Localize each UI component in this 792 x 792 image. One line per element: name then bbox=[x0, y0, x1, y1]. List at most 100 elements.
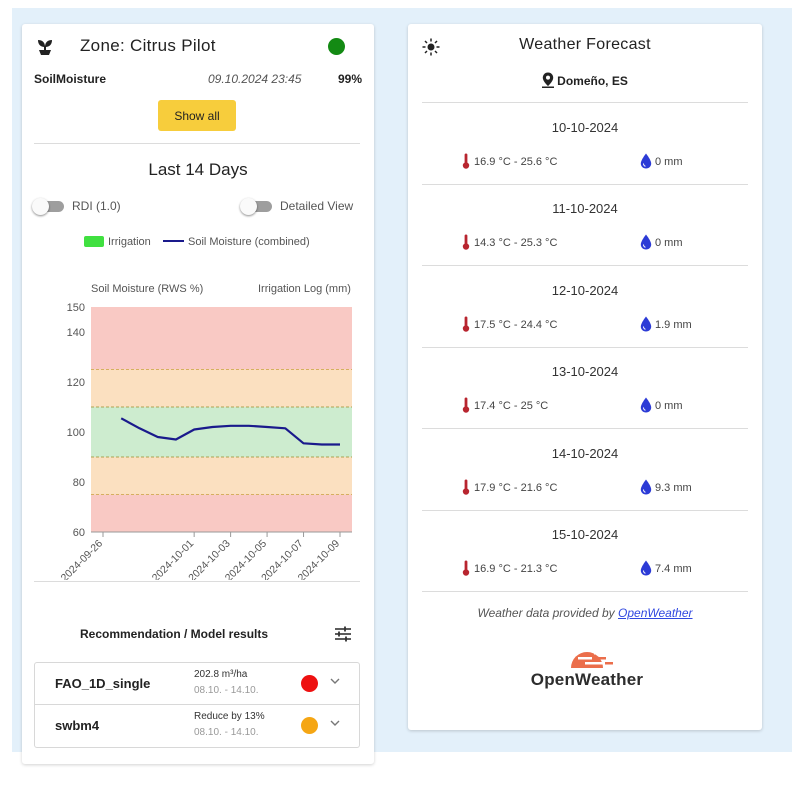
chart-legend: Irrigation Soil Moisture (combined) bbox=[84, 236, 310, 248]
location-pin-icon bbox=[542, 72, 555, 88]
raindrop-icon bbox=[640, 316, 652, 332]
divider bbox=[422, 184, 748, 185]
forecast-precipitation: 0 mm bbox=[640, 153, 683, 169]
forecast-day: 13-10-2024 17.4 °C - 25 °C 0 mm bbox=[422, 348, 748, 429]
threshold-band bbox=[91, 494, 352, 532]
model-name: swbm4 bbox=[55, 718, 100, 733]
forecast-date: 14-10-2024 bbox=[551, 446, 619, 461]
rdi-toggle[interactable]: RDI (1.0) bbox=[32, 196, 144, 216]
precipitation-amount: 7.4 mm bbox=[655, 563, 692, 575]
toggle-track bbox=[242, 201, 272, 212]
divider bbox=[422, 510, 748, 511]
temperature-range: 14.3 °C - 25.3 °C bbox=[474, 237, 558, 249]
y-tick-label: 120 bbox=[67, 377, 85, 389]
forecast-date: 13-10-2024 bbox=[551, 364, 619, 379]
openweather-logo: OpenWeather bbox=[526, 640, 656, 696]
recommendation-row[interactable]: FAO_1D_single 202.8 m³/ha 08.10. - 14.10… bbox=[35, 663, 359, 705]
y-tick-label: 140 bbox=[67, 327, 85, 339]
detailed-view-toggle[interactable]: Detailed View bbox=[240, 196, 372, 216]
y-tick-label: 100 bbox=[67, 427, 85, 439]
divider bbox=[422, 428, 748, 429]
recommendation-row[interactable]: swbm4 Reduce by 13% 08.10. - 14.10. bbox=[35, 705, 359, 747]
weather-location: Domeño, ES bbox=[408, 72, 762, 88]
forecast-date: 11-10-2024 bbox=[552, 201, 618, 216]
model-value: Reduce by 13% bbox=[194, 711, 265, 722]
y-axis-ticks: 60 80 100 120 140 150 bbox=[67, 302, 85, 539]
openweather-link[interactable]: OpenWeather bbox=[618, 606, 693, 620]
divider bbox=[34, 143, 360, 144]
zone-title: Zone: Citrus Pilot bbox=[80, 36, 216, 55]
recommendation-title: Recommendation / Model results bbox=[80, 627, 269, 641]
thermometer-icon bbox=[462, 234, 470, 250]
forecast-precipitation: 0 mm bbox=[640, 397, 683, 413]
raindrop-icon bbox=[640, 397, 652, 413]
model-value: 202.8 m³/ha bbox=[194, 669, 248, 680]
model-dates: 08.10. - 14.10. bbox=[194, 685, 259, 696]
legend-irrigation-label[interactable]: Irrigation bbox=[108, 236, 151, 248]
forecast-day: 12-10-2024 17.5 °C - 24.4 °C 1.9 mm bbox=[422, 267, 748, 348]
y-axis-right-label: Irrigation Log (mm) bbox=[258, 283, 351, 295]
thermometer-icon bbox=[462, 316, 470, 332]
temperature-range: 16.9 °C - 25.6 °C bbox=[474, 156, 558, 168]
model-status-dot bbox=[301, 675, 318, 692]
precipitation-amount: 0 mm bbox=[655, 400, 683, 412]
forecast-temperature: 17.4 °C - 25 °C bbox=[462, 397, 548, 413]
zone-status-indicator bbox=[328, 38, 345, 55]
legend-irrigation-swatch[interactable] bbox=[84, 236, 104, 247]
y-tick-label: 60 bbox=[73, 527, 85, 539]
model-dates: 08.10. - 14.10. bbox=[194, 727, 259, 738]
forecast-day: 11-10-2024 14.3 °C - 25.3 °C 0 mm bbox=[422, 185, 748, 266]
temperature-range: 17.5 °C - 24.4 °C bbox=[474, 319, 558, 331]
openweather-logo-text: OpenWeather bbox=[530, 670, 644, 689]
recommendation-table: FAO_1D_single 202.8 m³/ha 08.10. - 14.10… bbox=[34, 662, 360, 748]
forecast-date: 15-10-2024 bbox=[551, 527, 619, 542]
forecast-temperature: 17.9 °C - 21.6 °C bbox=[462, 479, 557, 495]
forecast-temperature: 16.9 °C - 25.6 °C bbox=[462, 153, 557, 169]
sun-icon bbox=[422, 38, 440, 56]
forecast-temperature: 17.5 °C - 24.4 °C bbox=[462, 316, 557, 332]
chevron-down-icon[interactable] bbox=[329, 717, 341, 729]
sprout-icon bbox=[38, 40, 52, 55]
legend-soil-moisture-label[interactable]: Soil Moisture (combined) bbox=[188, 236, 310, 248]
tune-icon[interactable] bbox=[334, 626, 352, 642]
soil-moisture-line[interactable] bbox=[120, 417, 340, 446]
raindrop-icon bbox=[640, 479, 652, 495]
temperature-range: 16.9 °C - 21.3 °C bbox=[474, 563, 558, 575]
detailed-view-toggle-label: Detailed View bbox=[280, 199, 354, 213]
model-status-dot bbox=[301, 717, 318, 734]
threshold-band bbox=[91, 369, 352, 407]
divider bbox=[34, 581, 360, 582]
precipitation-amount: 9.3 mm bbox=[655, 482, 692, 494]
soil-moisture-chart: Irrigation Soil Moisture (combined) Soil… bbox=[59, 236, 352, 580]
forecast-date: 10-10-2024 bbox=[551, 120, 619, 135]
forecast-temperature: 14.3 °C - 25.3 °C bbox=[462, 234, 557, 250]
chevron-down-icon[interactable] bbox=[329, 675, 341, 687]
thermometer-icon bbox=[462, 153, 470, 169]
weather-card: Weather Forecast Domeño, ES 10-10-2024 1… bbox=[408, 24, 762, 730]
raindrop-icon bbox=[640, 234, 652, 250]
threshold-band bbox=[91, 407, 352, 457]
weather-title: Weather Forecast bbox=[519, 36, 651, 53]
x-tick-label: 2024-09-26 bbox=[59, 538, 106, 580]
forecast-precipitation: 1.9 mm bbox=[640, 316, 692, 332]
zone-header: Zone: Citrus Pilot bbox=[22, 24, 374, 70]
openweather-logo-mark bbox=[571, 652, 613, 668]
credit-text: Weather data provided by bbox=[477, 606, 615, 620]
forecast-precipitation: 7.4 mm bbox=[640, 560, 692, 576]
model-name: FAO_1D_single bbox=[55, 676, 151, 691]
forecast-day: 10-10-2024 16.9 °C - 25.6 °C 0 mm bbox=[422, 104, 748, 185]
divider bbox=[422, 265, 748, 266]
forecast-precipitation: 0 mm bbox=[640, 234, 683, 250]
toggle-knob bbox=[32, 198, 49, 215]
thermometer-icon bbox=[462, 560, 470, 576]
chart-bands bbox=[91, 307, 352, 533]
precipitation-amount: 0 mm bbox=[655, 237, 683, 249]
sensor-row: SoilMoisture 09.10.2024 23:45 99% bbox=[34, 72, 362, 90]
divider bbox=[422, 591, 748, 592]
threshold-band bbox=[91, 457, 352, 495]
zone-card: Zone: Citrus Pilot SoilMoisture 09.10.20… bbox=[22, 24, 374, 764]
weather-credit: Weather data provided by OpenWeather bbox=[408, 606, 762, 620]
location-name: Domeño, ES bbox=[557, 74, 628, 88]
show-all-button[interactable]: Show all bbox=[158, 100, 236, 131]
toggle-track bbox=[34, 201, 64, 212]
